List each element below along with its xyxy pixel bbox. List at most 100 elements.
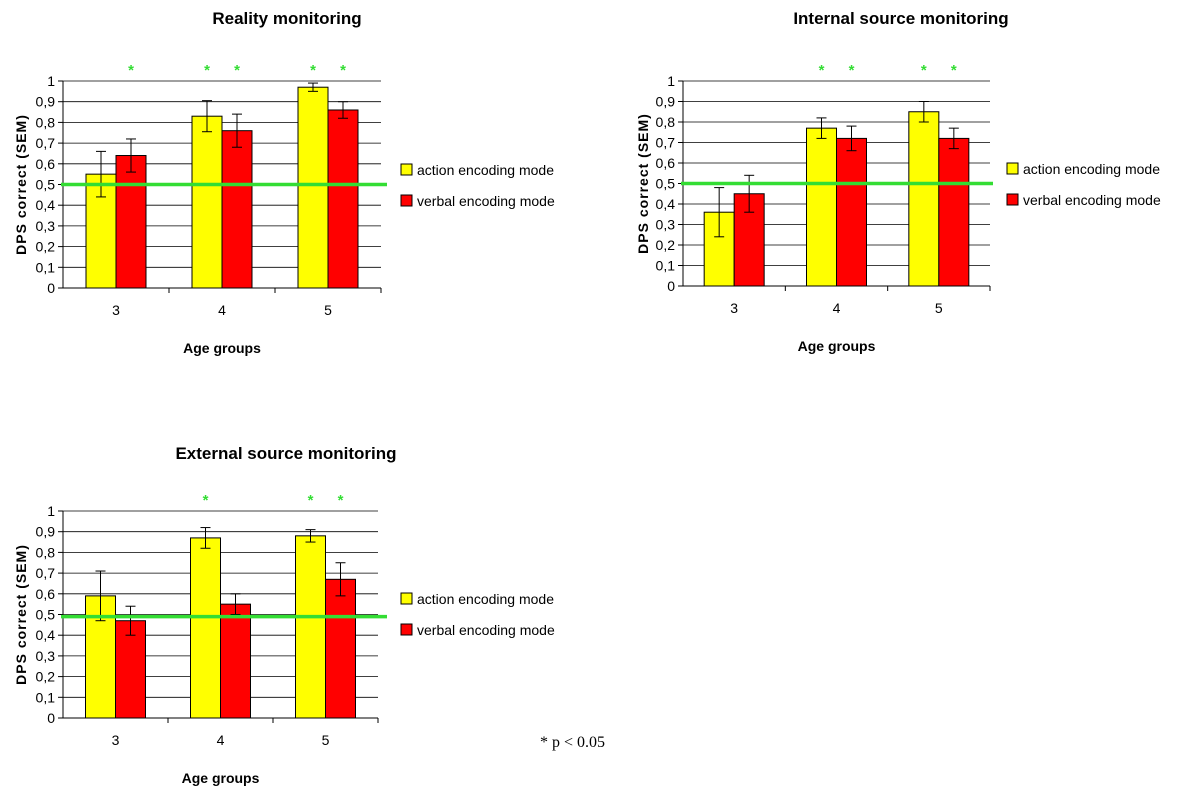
y-tick-label: 0 — [47, 710, 55, 726]
error-bar-verbal-age-3 — [125, 605, 136, 636]
bar-verbal-age-4 — [220, 603, 251, 719]
y-tick-label: 0,9 — [36, 94, 56, 110]
error-bar-action-age-3 — [96, 150, 106, 198]
y-tick-label: 0 — [47, 280, 55, 296]
y-tick-label: 1 — [667, 73, 675, 89]
bar-verbal-age-4 — [836, 137, 867, 287]
legend-label-action: action encoding mode — [417, 591, 554, 607]
x-tick-label: 3 — [112, 732, 120, 748]
x-tick-label: 4 — [218, 302, 226, 318]
error-bar-verbal-age-5 — [338, 101, 348, 119]
significance-star: * — [128, 62, 134, 79]
significance-star: * — [921, 62, 927, 79]
bar-action-age-5 — [908, 111, 940, 287]
significance-star: * — [234, 62, 240, 79]
y-tick-label: 0,6 — [36, 156, 56, 172]
legend-swatch-action — [400, 592, 413, 605]
legend-label-action: action encoding mode — [1023, 161, 1160, 177]
error-bar-verbal-age-5 — [948, 127, 959, 150]
error-bar-verbal-age-3 — [744, 174, 755, 213]
chart-internal-source-monitoring: Internal source monitoring 0 0,1 0,2 0,3 0,4 0… — [635, 9, 1161, 354]
x-tick-label: 4 — [217, 732, 225, 748]
legend-swatch-verbal — [1006, 193, 1019, 206]
significance-star: * — [819, 62, 825, 79]
y-tick-label: 1 — [47, 73, 55, 89]
chart-title: Internal source monitoring — [793, 9, 1008, 28]
y-tick-label: 0,8 — [36, 544, 56, 560]
x-axis-label: Age groups — [183, 340, 261, 356]
bar-action-age-5 — [297, 86, 329, 289]
error-bar-action-age-3 — [95, 570, 106, 622]
y-tick-label: 0,8 — [36, 114, 56, 130]
y-tick-label: 0,6 — [36, 586, 56, 602]
x-axis-label: Age groups — [798, 338, 876, 354]
x-tick-label: 5 — [935, 300, 943, 316]
significance-star: * — [204, 62, 210, 79]
y-tick-label: 0,6 — [656, 155, 676, 171]
error-bar-action-age-5 — [305, 529, 316, 543]
legend-label-verbal: verbal encoding mode — [1023, 192, 1161, 208]
y-tick-label: 1 — [47, 503, 55, 519]
y-tick-label: 0,2 — [656, 237, 676, 253]
chart-external-source-monitoring: External source monitoring 0 0,1 0,2 0,3 0,4 0… — [13, 444, 555, 786]
error-bar-verbal-age-4 — [232, 113, 242, 148]
x-tick-label: 4 — [833, 300, 841, 316]
y-tick-label: 0,2 — [36, 669, 56, 685]
error-bar-action-age-4 — [202, 100, 212, 133]
chart-title: Reality monitoring — [212, 9, 361, 28]
y-tick-label: 0,9 — [36, 524, 56, 540]
bar-verbal-age-5 — [938, 137, 970, 287]
legend-label-verbal: verbal encoding mode — [417, 622, 555, 638]
error-bar-action-age-5 — [918, 101, 929, 123]
error-bar-action-age-5 — [308, 82, 318, 92]
y-axis-label: DPS correct (SEM) — [13, 544, 29, 685]
footnote-significance: * p < 0.05 — [540, 734, 605, 751]
legend-label-action: action encoding mode — [417, 162, 554, 178]
x-tick-label: 5 — [322, 732, 330, 748]
error-bar-verbal-age-3 — [126, 138, 136, 173]
bar-action-age-4 — [806, 127, 837, 287]
error-bar-verbal-age-4 — [846, 125, 857, 152]
significance-star: * — [849, 62, 855, 79]
chart-title: External source monitoring — [175, 444, 396, 463]
error-bar-verbal-age-4 — [230, 593, 241, 615]
bar-action-age-5 — [295, 535, 326, 719]
error-bar-action-age-4 — [200, 527, 211, 549]
bar-action-age-4 — [191, 115, 223, 289]
y-tick-label: 0,2 — [36, 239, 56, 255]
bar-verbal-age-3 — [115, 155, 147, 289]
legend-swatch-verbal — [400, 194, 413, 207]
bar-verbal-age-3 — [115, 620, 146, 719]
error-bar-verbal-age-5 — [335, 562, 346, 597]
significance-star: * — [340, 62, 346, 79]
y-tick-label: 0,3 — [656, 217, 676, 233]
bar-verbal-age-5 — [327, 109, 359, 289]
significance-star: * — [951, 62, 957, 79]
y-tick-label: 0 — [667, 278, 675, 294]
y-tick-label: 0,5 — [36, 177, 56, 193]
y-tick-label: 0,1 — [36, 259, 56, 275]
y-axis-label: DPS correct (SEM) — [635, 113, 651, 254]
significance-star: * — [310, 62, 316, 79]
y-tick-label: 0,3 — [36, 648, 56, 664]
y-tick-label: 0,1 — [656, 258, 676, 274]
bar-action-age-4 — [190, 537, 221, 719]
legend-swatch-action — [1006, 162, 1019, 175]
x-tick-label: 5 — [324, 302, 332, 318]
y-tick-label: 0,5 — [656, 176, 676, 192]
y-axis-label: DPS correct (SEM) — [13, 114, 29, 255]
y-tick-label: 0,8 — [656, 114, 676, 130]
significance-star: * — [203, 492, 209, 509]
bar-verbal-age-4 — [221, 130, 253, 289]
y-tick-label: 0,4 — [36, 627, 56, 643]
bar-verbal-age-5 — [325, 578, 356, 719]
legend-swatch-verbal — [400, 623, 413, 636]
y-tick-label: 0,4 — [36, 197, 56, 213]
chart-reality-monitoring: Reality monitoring 0 0,1 0,2 0,3 0,4 0,5 0,6 0,7… — [13, 9, 555, 356]
x-tick-label: 3 — [730, 300, 738, 316]
x-tick-label: 3 — [112, 302, 120, 318]
y-tick-label: 0,3 — [36, 218, 56, 234]
legend-swatch-action — [400, 163, 413, 176]
y-tick-label: 0,9 — [656, 94, 676, 110]
